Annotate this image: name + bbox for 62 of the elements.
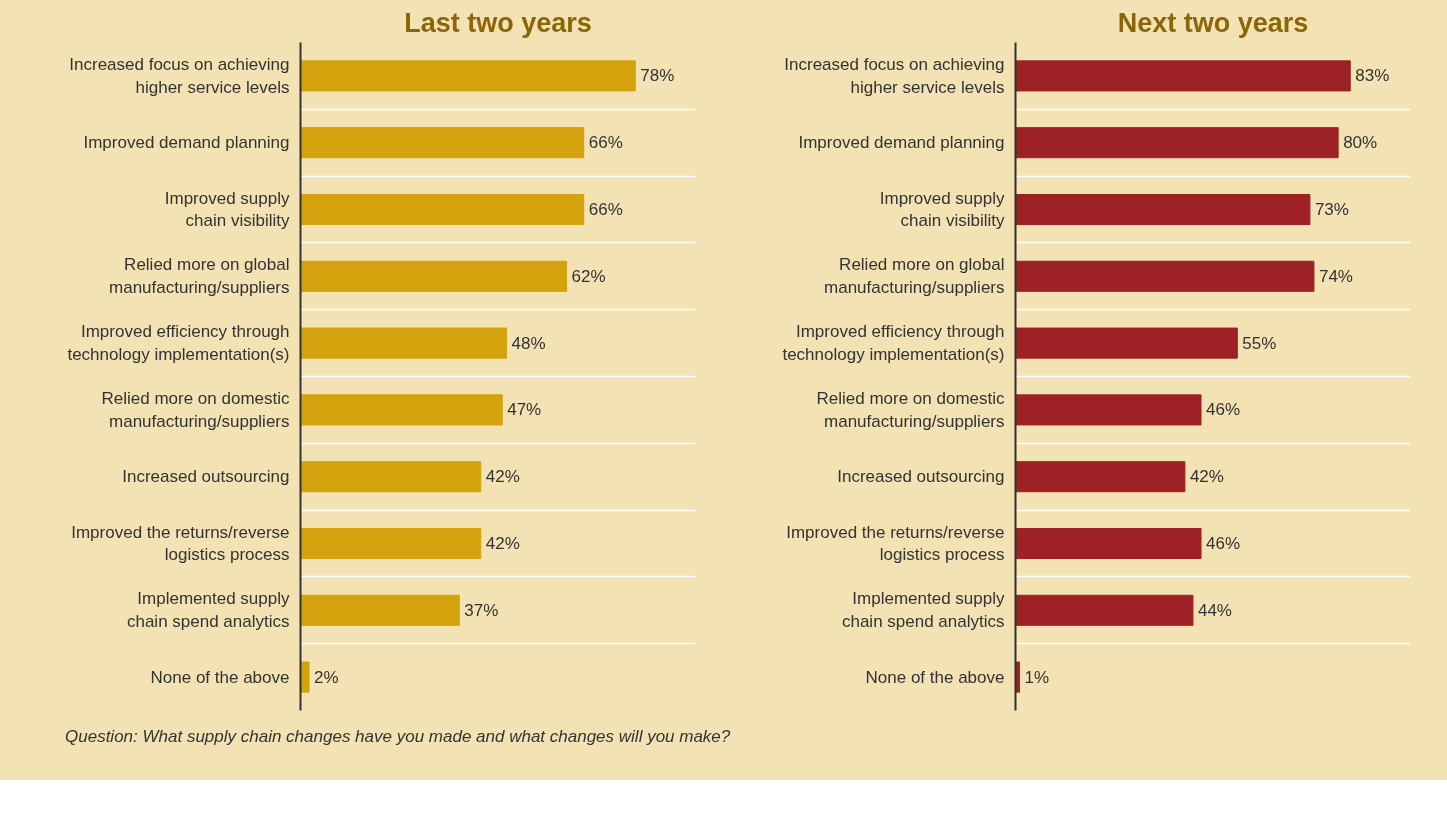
y-tick-label: Improved efficiency through technology implementation(s) [67, 322, 290, 364]
bar [300, 260, 568, 292]
bar [300, 394, 503, 426]
y-tick-label: Relied more on global manufacturing/suppliers [109, 255, 290, 298]
bar [1015, 527, 1202, 560]
data-label: 74% [1318, 266, 1353, 286]
y-tick-label: Improved the returns/reverse logistics process [71, 522, 290, 565]
bar [300, 661, 310, 693]
bar [1015, 260, 1315, 292]
data-label: 46% [1206, 400, 1241, 420]
bar [1015, 193, 1311, 226]
y-tick-label: Increased focus on achieving higher service levels [69, 55, 290, 97]
data-label: 42% [1189, 467, 1224, 487]
y-tick-label: Increased outsourcing [122, 467, 290, 487]
y-tick-label: Relied more on domestic manufacturing/suppliers [816, 389, 1005, 431]
data-label: 83% [1355, 66, 1390, 86]
y-tick-label: Relied more on domestic manufacturing/suppliers [101, 389, 290, 431]
y-tick-label: Improved demand planning [83, 133, 290, 153]
bar [300, 594, 460, 626]
bar [1015, 394, 1202, 426]
data-label: 42% [485, 467, 520, 487]
text: Question: What supply chain changes have you made and what changes will you make? [65, 726, 731, 748]
bar [1015, 327, 1238, 359]
bar [300, 527, 482, 560]
data-label: 55% [1242, 333, 1277, 353]
data-label: 48% [511, 333, 546, 353]
bar [1015, 60, 1351, 92]
data-label: 73% [1314, 200, 1349, 219]
data-label: 80% [1343, 133, 1378, 153]
data-label: 44% [1197, 600, 1232, 620]
data-label: 62% [571, 266, 606, 286]
y-tick-label: Increased outsourcing [837, 467, 1005, 487]
bar [300, 461, 482, 493]
y-tick-label: Improved supply chain visibility [164, 188, 290, 231]
data-label: 42% [485, 534, 520, 553]
y-tick-label: Improved efficiency through technology implementation(s) [782, 322, 1005, 364]
y-tick-label: Improved the returns/reverse logistics process [786, 522, 1005, 565]
y-tick-label: None of the above [865, 667, 1005, 687]
y-tick-label: Relied more on global manufacturing/suppliers [824, 255, 1005, 298]
bar [1015, 461, 1186, 493]
bar [300, 193, 585, 226]
bar [300, 327, 507, 359]
y-tick-label: None of the above [150, 667, 290, 687]
data-label: 1% [1024, 667, 1050, 687]
bar [1015, 594, 1194, 626]
y-tick-label: Implemented supply chain spend analytics [841, 589, 1005, 632]
data-label: 37% [464, 600, 499, 620]
chart-title: Last two years [404, 7, 592, 38]
data-label: 66% [588, 133, 623, 153]
chart-title: Next two years [1117, 7, 1309, 38]
y-tick-label: Increased focus on achieving higher service levels [784, 55, 1005, 97]
y-tick-label: Improved demand planning [798, 133, 1005, 153]
bar [300, 60, 636, 92]
bar [300, 127, 585, 159]
data-label: 66% [588, 200, 623, 219]
y-tick-label: Improved supply chain visibility [879, 188, 1005, 231]
data-label: 46% [1206, 534, 1241, 553]
data-label: 2% [314, 667, 339, 687]
data-label: 47% [507, 400, 542, 420]
bar [1015, 127, 1339, 159]
data-label: 78% [640, 66, 675, 86]
y-tick-label: Implemented supply chain spend analytics [126, 589, 290, 632]
